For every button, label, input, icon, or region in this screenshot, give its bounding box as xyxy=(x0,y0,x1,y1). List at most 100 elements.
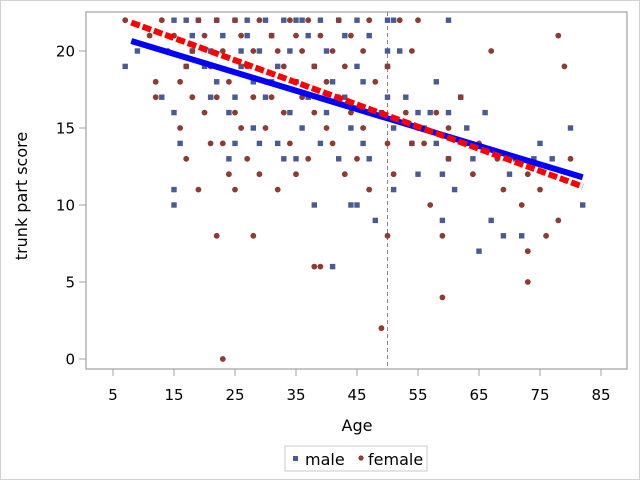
point-female xyxy=(335,17,342,24)
point-female xyxy=(293,32,299,39)
point-female xyxy=(146,32,153,39)
point-male xyxy=(360,79,366,85)
point-female xyxy=(280,109,287,116)
point-female xyxy=(409,140,415,147)
point-female xyxy=(561,63,568,70)
point-male xyxy=(171,186,177,193)
point-male xyxy=(159,94,165,100)
point-female xyxy=(219,48,226,54)
point-male xyxy=(323,48,330,54)
point-female xyxy=(256,171,263,178)
point-male xyxy=(281,17,287,23)
y-tick-label: 15 xyxy=(56,120,75,138)
point-male xyxy=(354,202,360,208)
x-tick-label: 5 xyxy=(108,386,118,404)
point-female xyxy=(555,32,562,39)
point-female xyxy=(250,94,257,101)
point-male xyxy=(122,63,128,70)
point-female xyxy=(158,17,165,24)
point-male xyxy=(238,48,244,54)
point-female xyxy=(238,32,245,39)
point-male xyxy=(433,140,439,147)
point-male xyxy=(214,79,220,85)
point-female xyxy=(433,109,440,116)
point-female xyxy=(268,32,275,39)
point-female xyxy=(341,171,348,178)
point-female xyxy=(250,232,257,239)
y-axis: 0 5 10 15 20 xyxy=(56,43,86,369)
point-female xyxy=(439,232,446,239)
point-female xyxy=(354,155,360,162)
point-female xyxy=(445,125,452,131)
point-female xyxy=(372,78,379,85)
point-male xyxy=(299,125,305,131)
point-female xyxy=(311,263,318,270)
point-male xyxy=(427,109,433,116)
point-male xyxy=(256,140,263,147)
point-male xyxy=(567,125,574,131)
y-tick-label: 20 xyxy=(56,43,75,61)
point-male xyxy=(305,32,311,39)
point-male xyxy=(445,17,452,23)
x-tick-label: 65 xyxy=(469,386,488,404)
point-female xyxy=(305,17,312,24)
point-female xyxy=(280,63,287,70)
legend-female-marker-icon xyxy=(358,455,364,461)
point-male xyxy=(244,17,250,23)
point-male xyxy=(207,94,214,100)
point-male xyxy=(549,156,555,162)
point-female xyxy=(348,32,354,39)
point-female xyxy=(384,232,391,239)
x-tick-label: 45 xyxy=(347,386,366,404)
point-female xyxy=(317,32,324,39)
point-female xyxy=(543,232,549,239)
point-female xyxy=(219,356,226,362)
point-male xyxy=(390,17,397,23)
point-female xyxy=(287,140,293,147)
point-male xyxy=(433,79,439,85)
point-male xyxy=(476,248,482,254)
point-male xyxy=(342,94,348,100)
point-female xyxy=(366,17,373,24)
x-tick-label: 55 xyxy=(408,386,427,404)
point-male xyxy=(384,17,391,23)
point-male xyxy=(397,48,403,54)
point-female xyxy=(470,171,476,178)
point-female xyxy=(189,48,196,54)
point-male xyxy=(201,63,208,70)
point-female xyxy=(457,94,464,101)
point-male xyxy=(287,109,293,116)
point-female xyxy=(555,217,562,224)
legend: male female xyxy=(284,445,428,472)
point-male xyxy=(293,156,299,162)
point-male xyxy=(403,94,409,100)
point-male xyxy=(189,32,195,39)
point-male xyxy=(220,32,226,39)
point-female xyxy=(183,63,190,70)
point-male xyxy=(439,171,446,177)
point-male xyxy=(372,217,378,224)
point-female xyxy=(177,78,184,85)
point-female xyxy=(537,186,543,193)
y-tick-label: 10 xyxy=(56,197,75,215)
point-female xyxy=(427,202,434,208)
point-female xyxy=(390,171,397,178)
point-female xyxy=(329,140,336,147)
point-female xyxy=(226,78,232,85)
point-female xyxy=(524,171,531,178)
point-male xyxy=(445,109,452,116)
point-male xyxy=(232,94,238,100)
point-female xyxy=(232,186,238,193)
point-female xyxy=(488,48,495,54)
point-female xyxy=(299,48,305,54)
point-male xyxy=(348,202,354,208)
point-male xyxy=(519,233,525,239)
point-female xyxy=(226,171,232,178)
point-female xyxy=(183,155,190,162)
point-male xyxy=(250,79,256,85)
point-male xyxy=(488,217,494,224)
point-male xyxy=(329,79,336,85)
point-male xyxy=(390,125,397,131)
point-male xyxy=(238,63,244,70)
x-tick-label: 85 xyxy=(591,386,610,404)
